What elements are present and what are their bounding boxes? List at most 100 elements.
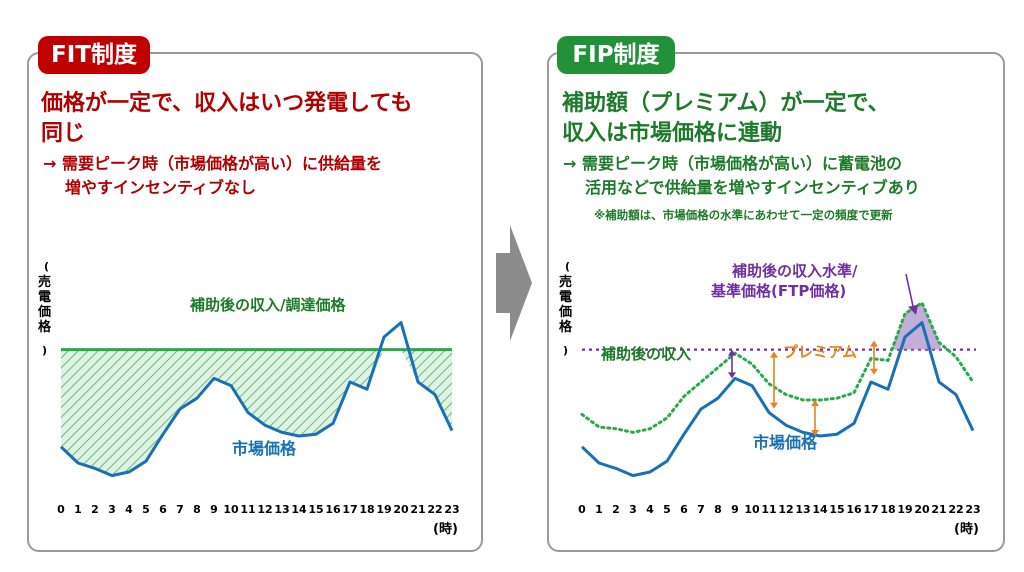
fip-sub-line2: 活用などで供給量を増やすインセンティブあり	[585, 178, 920, 197]
x-tick-label: 19	[897, 503, 912, 516]
fip-gap-arrow-head-top	[728, 349, 736, 356]
fip-premium-arrow-2-head-top	[811, 400, 819, 406]
y-label-paren-close: )	[42, 344, 47, 357]
fip-premium-arrow-1-head-bottom	[770, 402, 778, 409]
fip-headline-line1: 補助額（プレミアム）が一定で、	[562, 91, 890, 116]
fip-income-label: 補助後の収入	[600, 345, 691, 363]
x-tick-label: 2	[612, 503, 620, 516]
fit-hatched-area	[61, 349, 452, 476]
y-label-char: 電	[38, 290, 51, 305]
fit-x-ticks: 0 1 2 3 4 5 6 7 8 9 10 11 12 13 14 15 16 17 18 19 20 21 22 23	[57, 503, 459, 516]
x-tick-label: 15	[308, 503, 323, 516]
x-tick-label: 0	[578, 503, 586, 516]
fip-x-ticks: 0 1 2 3 4 5 6 7 8 9 10 11 12 13 14 15 16 17 18 19 20 21 22 23	[578, 503, 980, 516]
x-tick-label: 16	[325, 503, 341, 516]
fip-premium-arrow-3-head-top	[870, 340, 878, 347]
x-tick-label: 5	[142, 503, 150, 516]
x-tick-label: 6	[159, 503, 167, 516]
y-label-char: 格	[559, 319, 573, 335]
x-tick-label: 1	[74, 503, 82, 516]
x-tick-label: 19	[376, 503, 391, 516]
fit-fixed-label: 補助後の収入/調達価格	[189, 296, 346, 314]
x-tick-label: 13	[274, 503, 289, 516]
x-tick-label: 12	[257, 503, 272, 516]
x-tick-label: 22	[427, 503, 442, 516]
x-tick-label: 4	[646, 503, 654, 516]
fip-level-label-line1: 補助後の収入水準/	[731, 262, 858, 280]
y-label-char: 電	[559, 290, 572, 305]
y-label-char: 価	[558, 304, 572, 320]
x-tick-label: 20	[393, 503, 409, 516]
fip-headline: 補助額（プレミアム）が一定で、 収入は市場価格に連動	[562, 89, 992, 149]
y-label-paren-open: (	[44, 260, 49, 273]
x-tick-label: 11	[761, 503, 776, 516]
x-tick-label: 7	[176, 503, 184, 516]
fip-level-pointer	[905, 273, 915, 311]
fit-market-price-line	[59, 321, 454, 478]
fip-premium-arrow-1-head-top	[770, 351, 778, 358]
fit-x-unit: (時)	[433, 521, 458, 537]
x-tick-label: 20	[914, 503, 930, 516]
fip-sub-line1: → 需要ピーク時（市場価格が高い）に蓄電池の	[563, 154, 902, 173]
fit-headline-line2: 同じ	[41, 121, 86, 146]
fip-panel	[547, 52, 1005, 552]
x-tick-label: 12	[778, 503, 793, 516]
fip-premium-arrow-3-head-bottom	[870, 368, 878, 375]
fit-badge: FIT制度	[38, 36, 150, 74]
x-tick-label: 8	[193, 503, 201, 516]
y-label-char: 売	[559, 274, 572, 290]
x-tick-label: 5	[663, 503, 671, 516]
fit-headline-line1: 価格が一定で、収入はいつ発電しても	[41, 91, 413, 116]
y-label-paren-close: )	[563, 344, 568, 357]
x-tick-label: 14	[812, 503, 828, 516]
fip-premium-label: プレミアム	[783, 343, 857, 361]
y-label-char: 格	[38, 319, 52, 335]
x-tick-label: 21	[931, 503, 946, 516]
x-tick-label: 6	[680, 503, 688, 516]
fip-annotation-arrows	[728, 273, 918, 436]
fip-x-unit: (時)	[954, 521, 979, 537]
y-label-char: 売	[38, 274, 51, 290]
x-tick-label: 15	[829, 503, 844, 516]
x-tick-label: 10	[744, 503, 760, 516]
y-label-paren-open: (	[565, 260, 570, 273]
x-tick-label: 7	[697, 503, 705, 516]
x-tick-label: 8	[714, 503, 722, 516]
x-tick-label: 18	[359, 503, 374, 516]
x-tick-label: 11	[240, 503, 255, 516]
fip-note: ※補助額は、市場価格の水準にあわせて一定の頻度で更新	[594, 208, 893, 222]
fit-sub-line2: 増やすインセンティブなし	[65, 178, 257, 197]
fip-badge: FIP制度	[557, 36, 675, 74]
fip-headline-line2: 収入は市場価格に連動	[562, 121, 783, 146]
x-tick-label: 3	[629, 503, 637, 516]
x-tick-label: 2	[91, 503, 99, 516]
transition-arrow-icon	[496, 225, 532, 341]
x-tick-label: 13	[795, 503, 810, 516]
fip-gap-arrow-head-bottom	[728, 372, 736, 379]
x-tick-label: 9	[210, 503, 218, 516]
fip-level-pointer-head	[908, 304, 918, 315]
x-tick-label: 3	[108, 503, 116, 516]
x-tick-label: 22	[948, 503, 963, 516]
fip-subtext: → 需要ピーク時（市場価格が高い）に蓄電池の 活用などで供給量を増やすインセンテ…	[563, 152, 1003, 200]
fip-income-line	[580, 300, 975, 434]
x-tick-label: 9	[731, 503, 739, 516]
x-tick-label: 4	[125, 503, 133, 516]
x-tick-label: 14	[291, 503, 307, 516]
fip-premium-arrow-2-head-bottom	[811, 430, 819, 436]
fip-level-label-line2: 基準価格(FTP価格)	[710, 282, 846, 300]
x-tick-label: 18	[880, 503, 895, 516]
x-tick-label: 10	[223, 503, 239, 516]
fit-subtext: → 需要ピーク時（市場価格が高い）に供給量を 増やすインセンティブなし	[43, 152, 483, 200]
fit-market-label: 市場価格	[232, 439, 297, 458]
x-tick-label: 17	[342, 503, 357, 516]
x-tick-label: 17	[863, 503, 878, 516]
x-tick-label: 23	[444, 503, 459, 516]
x-tick-label: 0	[57, 503, 65, 516]
fit-sub-line1: → 需要ピーク時（市場価格が高い）に供給量を	[43, 154, 382, 173]
y-label-char: 価	[37, 304, 51, 320]
